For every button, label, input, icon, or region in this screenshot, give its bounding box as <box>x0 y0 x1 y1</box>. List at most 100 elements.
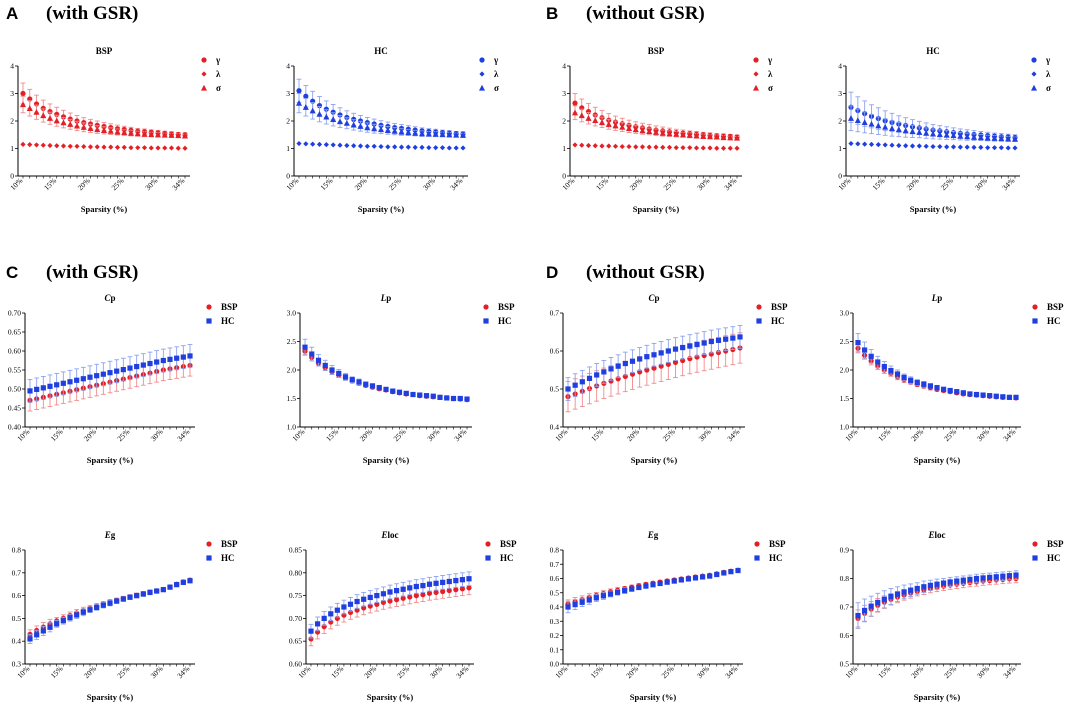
y-tick-label: 1 <box>838 144 842 153</box>
y-tick-label: 0.60 <box>289 660 302 669</box>
panel-label-b: B <box>546 4 558 23</box>
data-point <box>651 365 657 371</box>
legend-label-σ: σ <box>768 83 773 93</box>
y-tick-label: 4 <box>10 62 14 71</box>
data-point <box>937 143 943 150</box>
data-point <box>565 604 571 610</box>
legend-label-hc: HC <box>500 553 514 563</box>
x-tick-label: 34% <box>170 176 186 192</box>
data-point <box>927 383 934 389</box>
legend-marker-σ <box>753 84 759 91</box>
x-tick-label: 34% <box>1001 427 1017 443</box>
data-point <box>707 133 713 140</box>
data-point <box>978 144 984 150</box>
data-point <box>343 120 350 126</box>
data-point <box>971 134 977 140</box>
chart-title: HC <box>926 46 940 56</box>
data-point <box>316 141 323 147</box>
data-point <box>678 577 684 583</box>
data-point <box>998 145 1004 151</box>
data-point <box>330 116 337 122</box>
chart-title-suffix: loc <box>935 530 946 540</box>
data-point <box>737 334 743 340</box>
x-tick-label: 25% <box>942 427 958 443</box>
data-point <box>405 144 411 150</box>
data-point <box>659 129 666 136</box>
data-point <box>957 132 964 139</box>
data-point <box>896 142 902 149</box>
data-point <box>81 143 87 150</box>
data-point <box>855 612 861 619</box>
data-point <box>954 578 960 584</box>
data-point <box>371 125 378 132</box>
series-hc <box>27 344 193 403</box>
chart-title-letter: L <box>931 293 938 303</box>
y-tick-label: 0.8 <box>12 546 22 555</box>
y-tick-label: 0.6 <box>550 347 560 356</box>
data-point <box>971 144 977 150</box>
x-tick-label: 34% <box>725 427 741 443</box>
data-point <box>380 599 387 606</box>
data-point <box>27 142 33 148</box>
series-hc <box>302 338 470 402</box>
data-point <box>687 145 693 151</box>
panel-title-a: (with GSR) <box>46 3 138 24</box>
data-point <box>80 609 86 615</box>
data-point <box>371 143 377 149</box>
data-point <box>861 119 868 125</box>
data-point <box>446 145 452 151</box>
data-point <box>579 142 585 148</box>
data-point <box>944 144 950 150</box>
data-point <box>940 386 947 392</box>
x-tick-label: 34% <box>448 176 464 192</box>
data-point <box>666 144 673 150</box>
data-point <box>336 370 342 377</box>
data-point <box>100 602 106 608</box>
data-point <box>446 578 452 585</box>
data-point <box>460 132 466 138</box>
data-point <box>387 598 393 604</box>
data-point <box>74 612 80 618</box>
chart-title: Eloc <box>380 530 398 540</box>
data-point <box>908 587 914 593</box>
data-point <box>407 594 413 600</box>
data-point <box>936 131 943 138</box>
y-tick-label: 0.5 <box>550 588 560 597</box>
data-point <box>303 93 309 99</box>
data-point <box>47 142 53 149</box>
data-point <box>629 358 636 364</box>
x-tick-label: 15% <box>589 427 605 443</box>
series-hc <box>27 578 193 644</box>
panel-label-d: D <box>546 263 558 282</box>
data-point <box>53 117 60 124</box>
data-point <box>391 127 398 134</box>
data-point <box>457 395 463 402</box>
x-tick-label: 25% <box>115 664 131 680</box>
data-point <box>328 611 334 617</box>
chart-title: Eloc <box>927 530 945 540</box>
legend-label-bsp: BSP <box>221 302 238 312</box>
data-point <box>140 362 146 368</box>
y-tick-label: 0.4 <box>550 423 560 432</box>
data-point <box>721 570 727 576</box>
legend-label-bsp: BSP <box>221 539 238 549</box>
panel-title-c: (with GSR) <box>46 262 138 283</box>
data-point <box>453 145 459 151</box>
data-point <box>174 355 180 361</box>
data-point <box>180 354 186 360</box>
y-tick-label: 0.6 <box>840 631 850 640</box>
data-point <box>412 144 418 150</box>
x-tick-label: 25% <box>115 427 131 443</box>
data-point <box>572 601 578 608</box>
data-point <box>607 591 614 597</box>
data-point <box>1000 394 1006 400</box>
y-tick-label: 0.55 <box>8 366 21 375</box>
data-point <box>699 574 706 580</box>
data-point <box>713 133 720 140</box>
data-point <box>895 126 902 133</box>
legend-marker-bsp <box>756 304 762 310</box>
data-point <box>653 129 659 135</box>
x-tick-label: 34% <box>452 427 468 443</box>
